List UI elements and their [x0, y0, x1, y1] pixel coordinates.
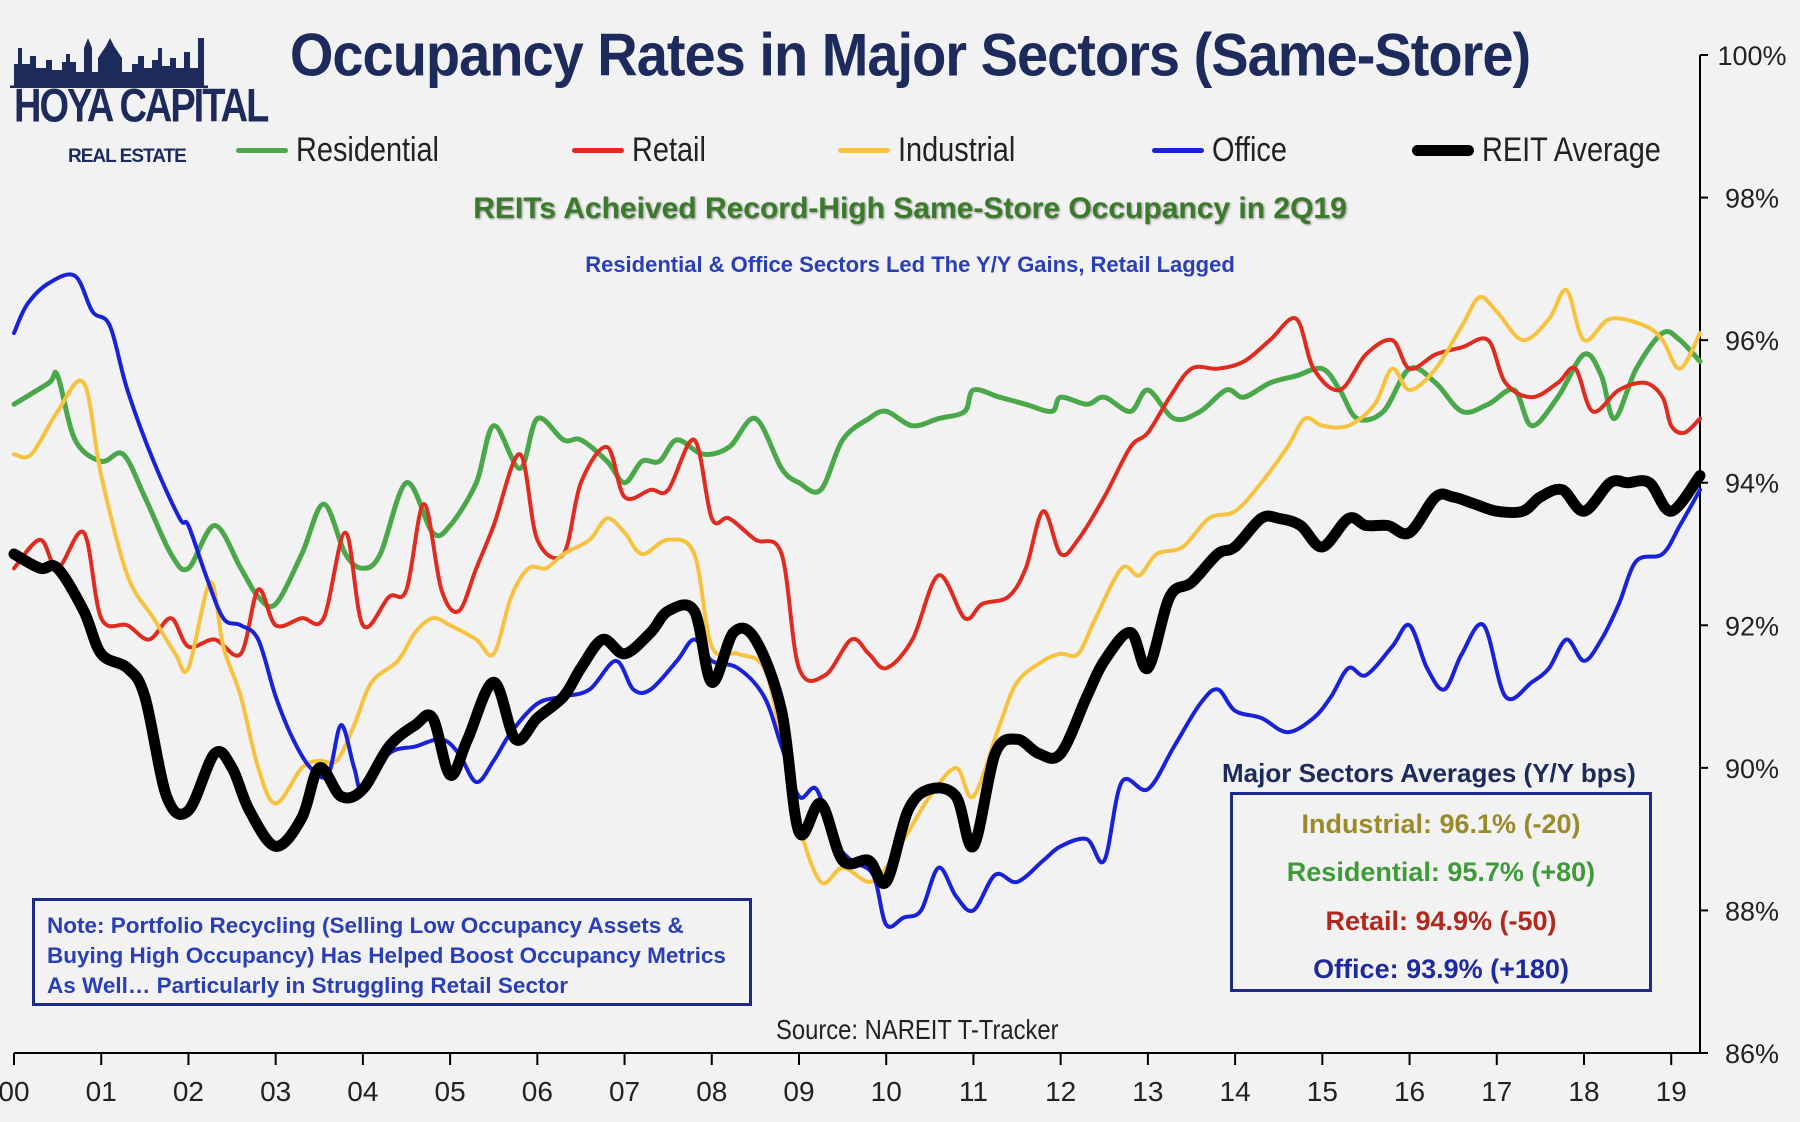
y-tick-label: 90%	[1725, 754, 1779, 784]
source-note: Source: NAREIT T-Tracker	[776, 1014, 1059, 1045]
x-tick-label: 19	[1656, 1076, 1687, 1107]
x-axis-ticks: 00 01 02 03 04 05 06 07 08 09 10 11 12 13 14 15 16 17 18 19	[0, 1053, 1687, 1107]
legend-label-office: Office	[1212, 130, 1287, 169]
legend-swatch-retail	[572, 147, 624, 153]
y-tick-label: 94%	[1725, 469, 1779, 499]
legend-swatch-industrial	[838, 147, 890, 153]
legend-item-residential: Residential	[236, 128, 464, 172]
x-tick-label: 11	[959, 1076, 988, 1107]
x-tick-label: 12	[1045, 1076, 1076, 1107]
y-tick-label: 98%	[1725, 184, 1779, 214]
x-tick-label: 04	[347, 1076, 378, 1107]
y-tick-label: 86%	[1725, 1039, 1779, 1069]
x-tick-label: 09	[783, 1076, 814, 1107]
average-retail: Retail: 94.9% (-50)	[1325, 906, 1557, 936]
average-office: Office: 93.9% (+180)	[1313, 954, 1569, 984]
headline-annotation: REITs Acheived Record-High Same-Store Oc…	[473, 192, 1347, 225]
series-line-reit-average	[8, 470, 1706, 890]
x-tick-label: 03	[260, 1076, 291, 1107]
chart-title: Occupancy Rates in Major Sectors (Same-S…	[289, 20, 1531, 89]
y-tick-label: 100%	[1717, 41, 1786, 71]
note-box: Note: Portfolio Recycling (Selling Low O…	[32, 898, 752, 1006]
x-tick-label: 13	[1132, 1076, 1163, 1107]
legend-item-industrial: Industrial	[838, 128, 1036, 172]
x-tick-label: 07	[609, 1076, 640, 1107]
legend-swatch-office	[1152, 147, 1204, 153]
legend-item-retail: Retail	[572, 128, 719, 172]
y-tick-label: 88%	[1725, 896, 1779, 926]
legend-label-retail: Retail	[632, 130, 706, 169]
averages-title: Major Sectors Averages (Y/Y bps)	[1222, 758, 1636, 788]
x-tick-label: 08	[696, 1076, 727, 1107]
legend-swatch-reit-average	[1412, 144, 1474, 156]
legend-label-residential: Residential	[296, 130, 439, 169]
series-layer	[8, 272, 1706, 929]
x-tick-label: 17	[1481, 1076, 1512, 1107]
legend-label-industrial: Industrial	[898, 130, 1016, 169]
y-tick-label: 96%	[1725, 326, 1779, 356]
logo-name: HOYA CAPITAL	[14, 80, 269, 133]
series-line-residential	[11, 328, 1703, 610]
x-tick-label: 16	[1394, 1076, 1425, 1107]
skyline-icon	[10, 38, 208, 88]
legend-item-office: Office	[1152, 128, 1300, 172]
x-tick-label: 15	[1307, 1076, 1338, 1107]
sub-annotation: Residential & Office Sectors Led The Y/Y…	[585, 252, 1235, 277]
x-tick-label: 06	[522, 1076, 553, 1107]
x-tick-label: 14	[1220, 1076, 1251, 1107]
legend-item-reit-average: REIT Average	[1412, 128, 1692, 172]
y-tick-label: 92%	[1725, 611, 1779, 641]
legend-label-reit-average: REIT Average	[1482, 130, 1661, 169]
x-tick-label: 18	[1568, 1076, 1599, 1107]
hoya-capital-logo: HOYA CAPITAL REAL ESTATE	[6, 18, 269, 167]
x-tick-label: 05	[435, 1076, 466, 1107]
average-industrial: Industrial: 96.1% (-20)	[1301, 809, 1581, 839]
x-tick-label: 10	[871, 1076, 902, 1107]
series-line-industrial	[12, 288, 1702, 886]
y-axis-ticks: 86% 88% 90% 92% 94% 96% 98% 100%	[1700, 41, 1787, 1069]
x-tick-label: 00	[0, 1076, 30, 1107]
x-tick-label: 02	[173, 1076, 204, 1107]
x-tick-label: 01	[86, 1076, 117, 1107]
average-residential: Residential: 95.7% (+80)	[1286, 857, 1596, 887]
averages-box: Industrial: 96.1% (-20) Residential: 95.…	[1230, 792, 1652, 992]
legend-swatch-residential	[236, 147, 288, 153]
series-line-retail	[12, 316, 1702, 683]
logo-subtitle: REAL ESTATE	[68, 146, 187, 167]
